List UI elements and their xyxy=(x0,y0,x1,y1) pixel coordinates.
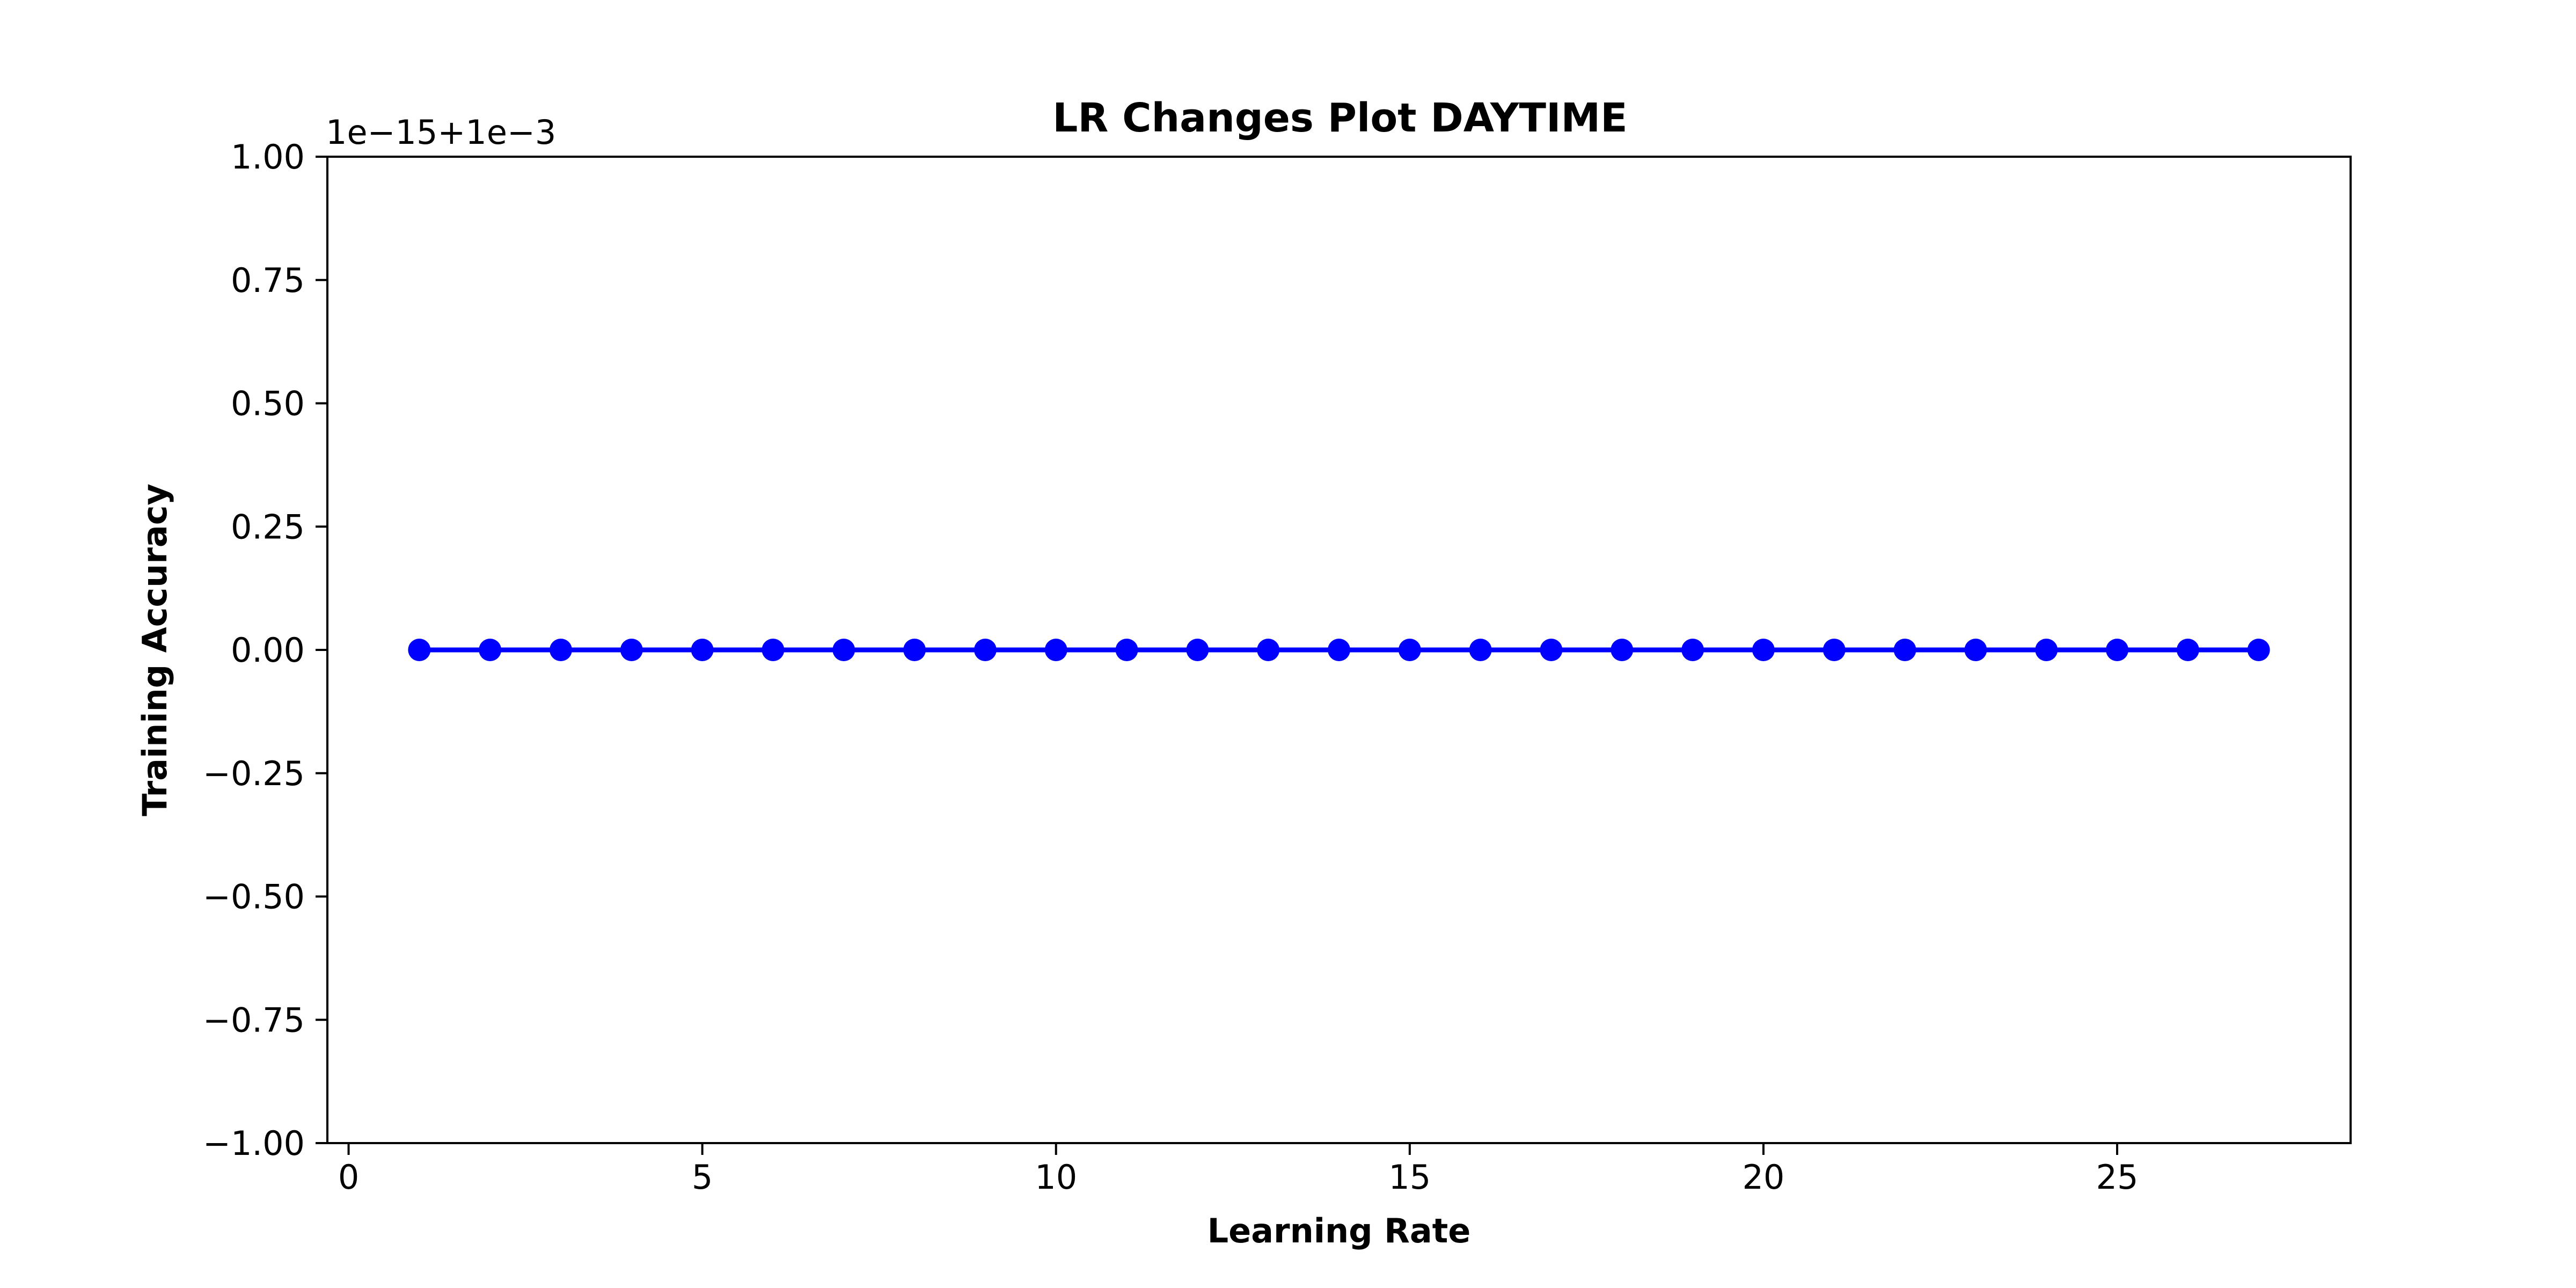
data-point xyxy=(1893,639,1916,661)
data-point xyxy=(762,639,785,661)
x-tick-label: 10 xyxy=(1035,1158,1077,1197)
data-point xyxy=(1469,639,1492,661)
plot-series xyxy=(408,639,2270,661)
chart-title: LR Changes Plot DAYTIME xyxy=(1052,95,1627,141)
y-tick-label: 0.50 xyxy=(231,384,305,423)
y-tick-label: 0.25 xyxy=(231,507,305,546)
x-tick-label: 20 xyxy=(1742,1158,1784,1197)
data-point xyxy=(1115,639,1138,661)
data-point xyxy=(1186,639,1209,661)
data-point xyxy=(1398,639,1421,661)
data-point xyxy=(408,639,431,661)
data-point xyxy=(691,639,714,661)
data-point xyxy=(2247,639,2270,661)
x-tick-label: 0 xyxy=(338,1158,359,1197)
y-tick-label: −1.00 xyxy=(203,1124,305,1163)
x-tick-label: 25 xyxy=(2096,1158,2139,1197)
data-point xyxy=(550,639,572,661)
data-point xyxy=(620,639,643,661)
y-axis-ticks: −1.00 −0.75 −0.50 −0.25 0.00 0.25 0.50 0.75 1.00 xyxy=(203,137,327,1163)
data-point xyxy=(2176,639,2199,661)
data-point xyxy=(2035,639,2058,661)
data-point xyxy=(2106,639,2128,661)
data-point xyxy=(1964,639,1987,661)
x-axis-ticks: 0 5 10 15 20 25 xyxy=(338,1143,2139,1197)
y-tick-label: −0.25 xyxy=(203,754,305,793)
data-point xyxy=(1044,639,1067,661)
y-axis-label: Training Accuracy xyxy=(135,484,174,816)
x-tick-label: 15 xyxy=(1388,1158,1431,1197)
data-point xyxy=(1257,639,1280,661)
data-point xyxy=(479,639,502,661)
y-tick-label: 1.00 xyxy=(231,137,305,177)
axes-frame xyxy=(326,156,2352,1144)
data-point xyxy=(1823,639,1846,661)
data-point xyxy=(903,639,926,661)
x-axis-label: Learning Rate xyxy=(1208,1211,1471,1250)
y-tick-label: −0.50 xyxy=(203,877,305,917)
data-point xyxy=(1540,639,1563,661)
x-tick-label: 5 xyxy=(692,1158,713,1197)
y-tick-label: 0.75 xyxy=(231,261,305,300)
data-point xyxy=(1752,639,1775,661)
y-axis-offset-label: 1e−15+1e−3 xyxy=(326,113,556,152)
data-point xyxy=(974,639,997,661)
data-point xyxy=(1681,639,1704,661)
y-tick-label: 0.00 xyxy=(231,631,305,670)
data-point xyxy=(1611,639,1634,661)
data-point xyxy=(832,639,855,661)
y-tick-label: −0.75 xyxy=(203,1000,305,1040)
data-point xyxy=(1328,639,1350,661)
